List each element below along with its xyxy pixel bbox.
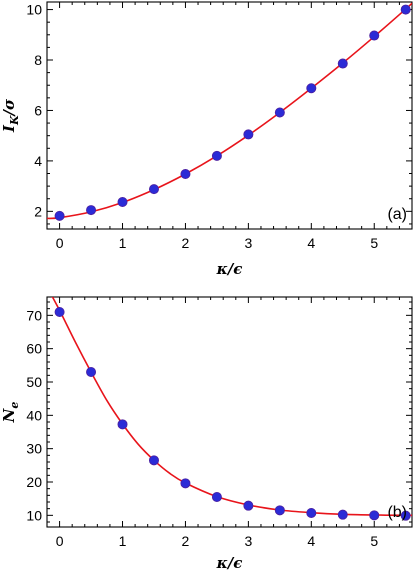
panel-a-data-point (180, 169, 191, 180)
panel-b-plot: 0 1 2 3 4 5 10 20 30 40 50 60 70 (b) κ/ϵ Ne (0, 296, 413, 571)
panel-b-data-point (86, 366, 97, 377)
panel-b-data-point (148, 455, 159, 466)
panel-b-y-tick-label: 40 (26, 407, 42, 423)
panel-b-x-axis-label: κ/ϵ (216, 554, 243, 571)
panel-b-x-tick-label: 4 (307, 533, 315, 549)
panel-a-x-tick-label: 0 (56, 235, 64, 251)
panel-a-data-point (306, 83, 317, 94)
panel-b-y-tick-label: 60 (26, 341, 42, 357)
panel-a-data-point (54, 210, 65, 221)
panel-a-data-point (274, 107, 285, 118)
panel-b-x-tick-label: 2 (182, 533, 190, 549)
panel-a-x-tick-label: 3 (244, 235, 252, 251)
panel-b-data-point (306, 507, 317, 518)
panel-b-data-point (369, 510, 380, 521)
panel-a-y-axis-label-rest: /σ (0, 98, 18, 117)
panel-a-panel-label: (a) (387, 206, 407, 223)
panel-a-x-tick-label: 2 (182, 235, 190, 251)
panel-a-y-tick-label: 4 (34, 153, 42, 169)
panel-a-y-axis-label-main: I (0, 124, 18, 133)
panel-b-x-tick-label: 5 (370, 533, 378, 549)
panel-b-y-tick-label: 70 (26, 307, 42, 323)
panel-a-data-point (148, 184, 159, 195)
panel-b-y-axis-label: Ne (0, 402, 21, 424)
panel-b-data-point (117, 419, 128, 430)
panel-a-data-point (117, 197, 128, 208)
panel-a-fit-line (47, 2, 412, 220)
panel-a-y-tick-label: 8 (34, 52, 42, 68)
panel-a-x-tick-label: 1 (119, 235, 127, 251)
panel-b-y-tick-label: 50 (26, 374, 42, 390)
panel-a-data-point (211, 150, 222, 161)
panel-a-data-point (400, 4, 411, 15)
panel-b-data (51, 297, 412, 521)
panel-b-x-tick-label: 3 (244, 533, 252, 549)
panel-b-data-point (180, 478, 191, 489)
panel-b-y-axis-label-main: N (0, 407, 18, 423)
panel-a-data-point (369, 30, 380, 41)
panel-a-data-point (337, 58, 348, 69)
panel-b-y-axis-label-sub: e (8, 402, 21, 409)
panel-a-y-tick-label: 2 (34, 203, 42, 219)
panel-a-x-axis-label: κ/ϵ (216, 260, 243, 278)
panel-a-y-tick-label: 6 (34, 102, 42, 118)
panel-b-x-tick-label: 0 (56, 533, 64, 549)
panel-b-x-tick-label: 1 (119, 533, 127, 549)
panel-b-data-point (400, 510, 411, 521)
panel-a-x-tick-label: 4 (307, 235, 315, 251)
panel-b-data-point (54, 306, 65, 317)
panel-a-y-tick-label: 10 (26, 2, 42, 18)
panel-b-panel-label: (b) (387, 504, 407, 521)
panel-a-x-tick-label: 5 (370, 235, 378, 251)
panel-b-y-tick-label: 10 (26, 507, 42, 523)
panel-b-data-point (274, 505, 285, 516)
panel-a-data-point (86, 205, 97, 216)
panel-b-y-tick-label: 20 (26, 474, 42, 490)
panel-a-plot: 0 1 2 3 4 5 2 4 6 8 10 (a) κ/ϵ IK/σ (0, 1, 413, 278)
panel-b-y-tick-label: 30 (26, 441, 42, 457)
panel-a-data (47, 2, 412, 221)
panel-b-data-point (243, 500, 254, 511)
panel-a-frame (46, 1, 413, 230)
panel-b-frame (46, 296, 413, 528)
panel-a-data-point (243, 129, 254, 140)
panel-b-data-point (337, 509, 348, 520)
panel-b-fit-line (51, 297, 412, 517)
panel-b-data-point (211, 491, 222, 502)
panel-a-y-axis-label: IK/σ (0, 98, 21, 133)
panel-a-y-axis-label-sub: K (8, 115, 21, 126)
